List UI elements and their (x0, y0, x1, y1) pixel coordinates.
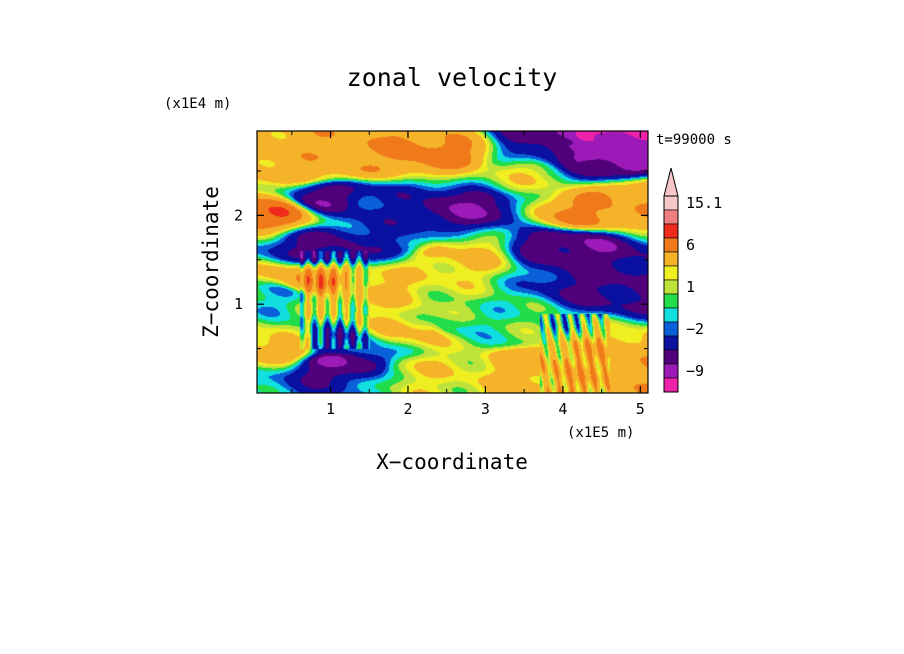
colorbar-segment (663, 321, 679, 337)
plot-area (256, 130, 649, 394)
colorbar-segment (663, 223, 679, 239)
colorbar-label: −9 (686, 362, 704, 380)
colorbar-extend-arrow (663, 167, 679, 197)
y-tick-label: 1 (234, 295, 243, 313)
colorbar-segment (663, 251, 679, 267)
x-tick-label: 5 (636, 400, 645, 418)
x-tick-label: 1 (326, 400, 335, 418)
x-axis: 1 2 3 4 5 (291, 131, 645, 418)
heatmap-field (257, 131, 648, 393)
y-axis: 12 (234, 170, 648, 350)
colorbar-label: 6 (686, 236, 695, 254)
colorbar-segment (663, 363, 679, 379)
colorbar-label: 15.1 (686, 194, 722, 212)
colorbar-segment (663, 293, 679, 309)
x-tick-label: 4 (558, 400, 567, 418)
colorbar-segment (663, 209, 679, 225)
colorbar-label: −2 (686, 320, 704, 338)
colorbar-label: 1 (686, 278, 695, 296)
colorbar-segment (663, 377, 679, 393)
x-tick-label: 3 (481, 400, 490, 418)
colorbar-segment (663, 349, 679, 365)
colorbar-segment (663, 195, 679, 211)
colorbar-segment (663, 279, 679, 295)
x-axis-title: X−coordinate (376, 450, 528, 474)
y-unit-label: (x1E4 m) (164, 96, 231, 112)
colorbar-segment (663, 265, 679, 281)
colorbar-frame (663, 195, 679, 393)
plot-frame (256, 130, 649, 394)
chart-title: zonal velocity (347, 63, 558, 92)
heatmap-canvas (257, 131, 648, 393)
x-tick-label: 2 (403, 400, 412, 418)
colorbar-segment (663, 237, 679, 253)
colorbar-segment (663, 307, 679, 323)
x-unit-label: (x1E5 m) (567, 425, 634, 441)
time-label: t=99000 s (656, 132, 732, 148)
colorbar: 15.1 6 1 −2 −9 (663, 167, 722, 393)
y-axis-title: Z−coordinate (199, 186, 223, 338)
y-tick-label: 2 (234, 206, 243, 224)
colorbar-segment (663, 335, 679, 351)
